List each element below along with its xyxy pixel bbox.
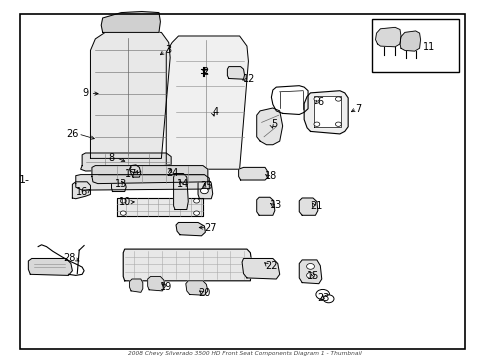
Polygon shape [129,279,142,292]
Polygon shape [101,12,160,32]
Circle shape [193,211,199,215]
Polygon shape [271,86,307,114]
Text: 15: 15 [306,271,319,282]
Polygon shape [256,197,274,215]
Circle shape [313,97,319,101]
Polygon shape [81,153,171,171]
Text: 27: 27 [203,222,216,233]
Text: 14: 14 [177,179,189,189]
Text: 9: 9 [82,88,88,98]
Polygon shape [399,31,420,51]
Polygon shape [227,67,244,79]
Polygon shape [111,178,126,192]
Polygon shape [256,108,282,145]
Text: 2008 Chevy Silverado 3500 HD Front Seat Components Diagram 1 - Thumbnail: 2008 Chevy Silverado 3500 HD Front Seat … [127,351,361,356]
Text: 6: 6 [317,96,323,107]
Polygon shape [123,249,251,281]
Text: 24: 24 [165,168,178,178]
Polygon shape [72,182,90,199]
Circle shape [200,188,208,194]
Text: 2: 2 [202,67,208,77]
Polygon shape [147,276,165,291]
Text: 7: 7 [354,104,360,114]
Circle shape [306,273,314,278]
Circle shape [335,122,341,126]
Polygon shape [313,96,341,127]
Text: 10: 10 [118,197,131,207]
Text: 11: 11 [422,42,435,52]
Text: 16: 16 [76,186,88,197]
Text: 25: 25 [200,181,212,192]
Text: 18: 18 [264,171,277,181]
Polygon shape [90,32,170,158]
Polygon shape [375,27,400,47]
Circle shape [306,264,314,269]
Polygon shape [299,198,317,215]
Text: 17: 17 [124,168,137,179]
Text: 13: 13 [115,179,127,189]
Polygon shape [117,198,203,216]
Polygon shape [129,165,141,177]
Circle shape [193,199,199,203]
Polygon shape [92,166,207,184]
Text: 1-: 1- [19,175,30,185]
Polygon shape [173,174,188,210]
Text: 23: 23 [317,293,329,303]
Bar [371,19,458,72]
Polygon shape [299,260,321,284]
Polygon shape [242,258,279,279]
Text: 20: 20 [198,288,210,298]
Circle shape [313,122,319,126]
Text: 13: 13 [269,200,282,210]
Circle shape [120,199,126,203]
Text: 12: 12 [243,74,255,84]
Polygon shape [304,91,347,134]
Text: 28: 28 [63,253,76,264]
Polygon shape [238,167,267,180]
Polygon shape [161,165,177,178]
Circle shape [335,97,341,101]
Polygon shape [176,222,205,236]
Circle shape [120,211,126,215]
Text: 22: 22 [264,261,277,271]
Polygon shape [166,36,248,169]
Polygon shape [28,258,72,275]
Text: 5: 5 [270,119,276,129]
Text: 19: 19 [160,282,172,292]
Circle shape [323,295,333,303]
Polygon shape [198,180,212,199]
Text: 26: 26 [66,129,79,139]
Text: 4: 4 [212,107,218,117]
Polygon shape [76,175,209,190]
Text: 8: 8 [108,153,114,163]
Text: 3: 3 [165,45,171,55]
Text: 21: 21 [310,201,323,211]
Polygon shape [185,281,207,295]
Circle shape [315,289,329,300]
